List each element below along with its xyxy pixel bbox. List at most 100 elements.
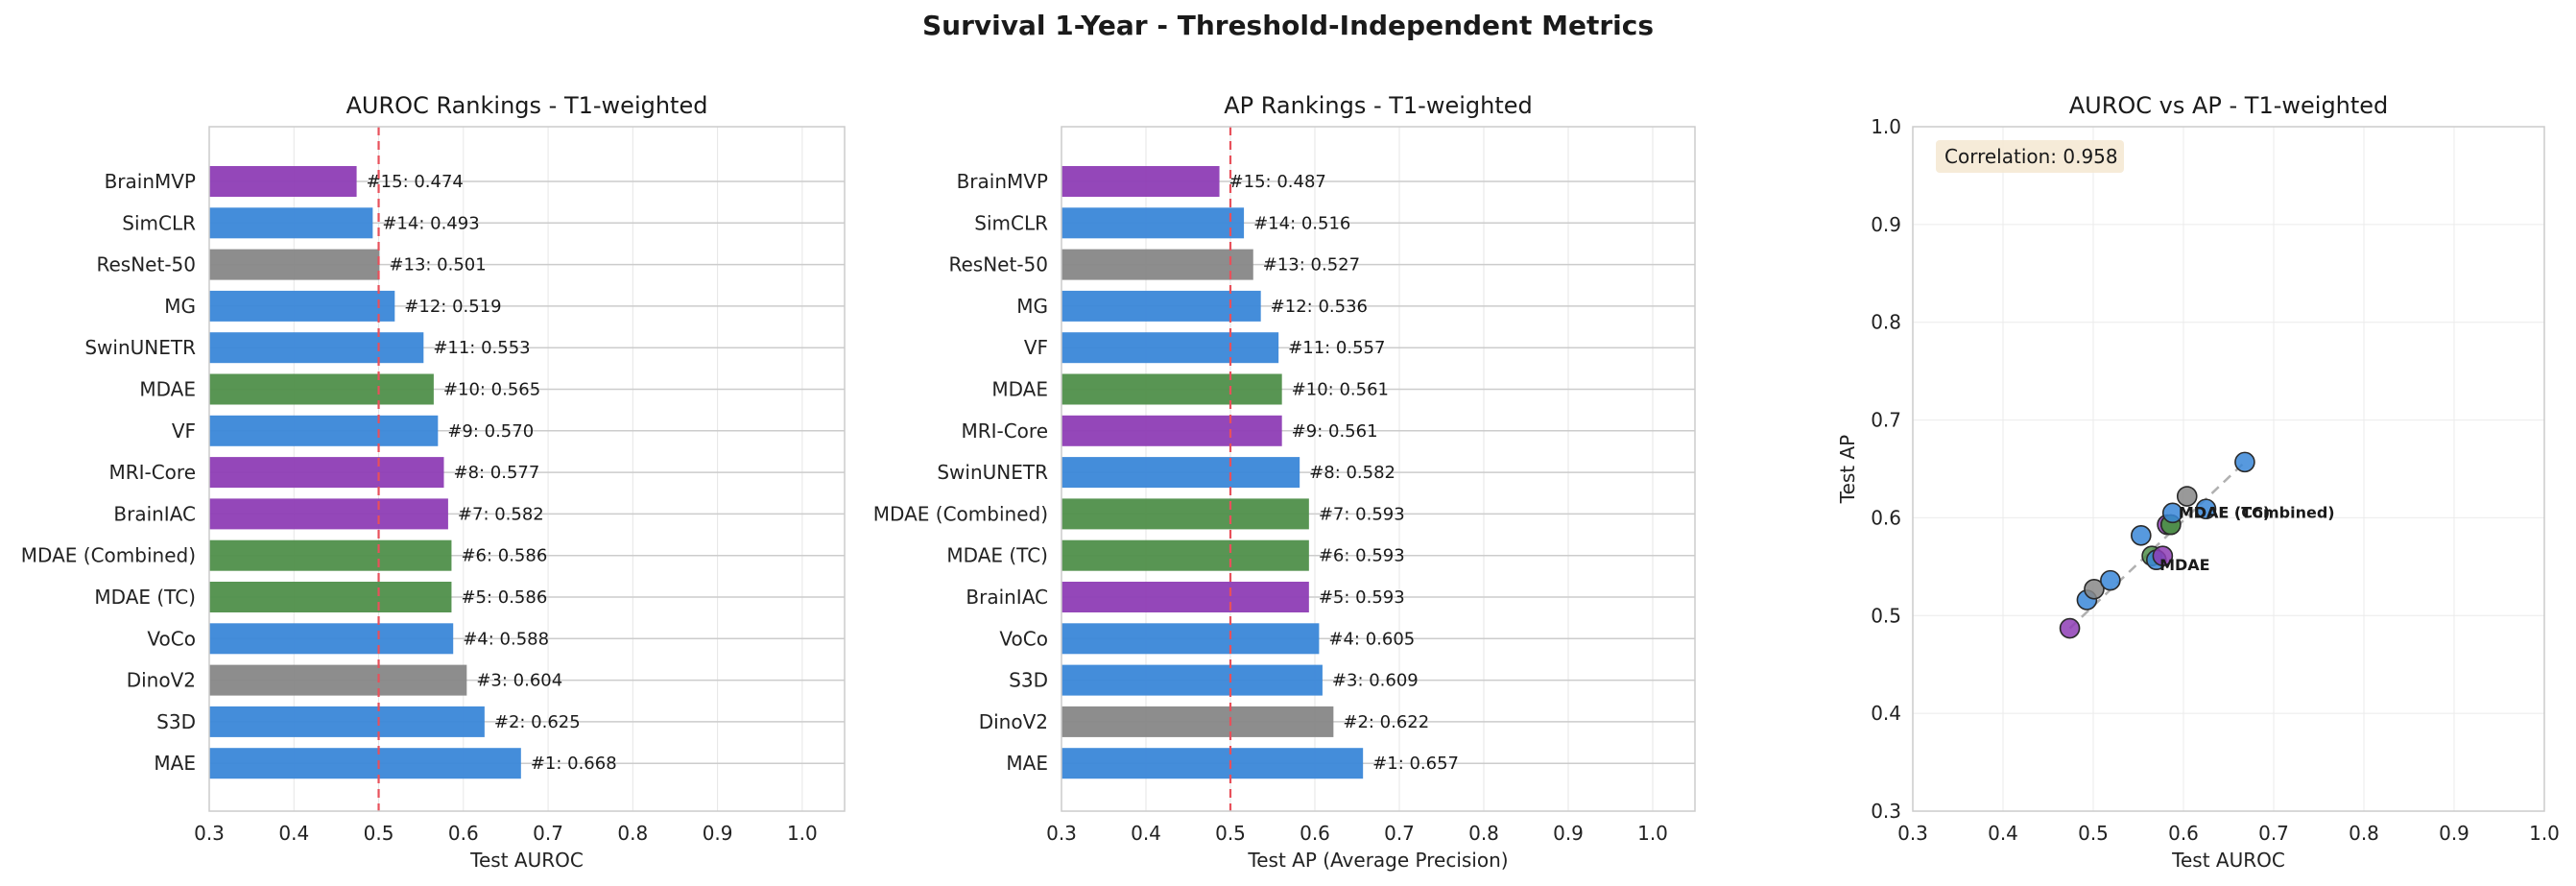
y-tick-label: SwinUNETR [84,336,196,359]
y-tick-label: ResNet-50 [97,253,197,276]
bar [1061,166,1220,197]
x-tick-label: 0.6 [448,822,479,845]
x-tick-label: 0.5 [364,822,394,845]
y-tick-label: VoCo [147,627,196,650]
bar-value-label: #6: 0.593 [1319,546,1405,566]
bar [1061,332,1279,364]
bar [1061,207,1245,239]
bar-value-label: #15: 0.487 [1229,172,1326,192]
x-tick-label: 0.8 [1468,822,1499,845]
y-tick-label: BrainMVP [105,170,196,193]
bar [1061,457,1300,489]
x-tick-label: 0.5 [1215,822,1246,845]
x-tick-label: 0.7 [533,822,563,845]
y-tick-label: S3D [156,710,196,733]
bar-value-label: #1: 0.657 [1372,754,1459,774]
y-tick-label: BrainMVP [957,170,1048,193]
bar-value-label: #13: 0.501 [389,255,486,275]
bar-value-label: #9: 0.570 [447,421,534,442]
y-tick-label: DinoV2 [979,710,1048,733]
y-tick-label: VoCo [999,627,1048,650]
x-axis-label: Test AUROC [469,849,584,872]
bar-value-label: #10: 0.561 [1292,380,1389,400]
y-tick-label: 0.9 [1871,213,1901,236]
x-tick-label: 0.3 [1046,822,1077,845]
y-tick-label: 0.8 [1871,311,1901,334]
bar-value-label: #11: 0.553 [433,338,530,358]
bar [1061,748,1364,779]
bar-value-label: #4: 0.605 [1328,629,1415,649]
bar [1061,706,1334,737]
y-tick-label: 0.5 [1871,604,1901,627]
scatter-point [2131,524,2152,546]
y-tick-label: 0.4 [1871,702,1901,725]
y-tick-label: BrainIAC [113,502,196,525]
bar-value-label: #6: 0.586 [461,546,547,566]
bar [209,623,454,655]
bar [1061,539,1309,571]
y-tick-label: 0.3 [1871,800,1901,823]
bar [209,373,434,405]
bar-value-label: #10: 0.565 [443,380,540,400]
bar [1061,498,1309,530]
bar [209,664,467,696]
x-tick-label: 0.3 [1897,822,1928,845]
bar-value-label: #3: 0.604 [476,671,562,691]
figure-title: Survival 1-Year - Threshold-Independent … [922,10,1654,41]
bar [1061,290,1261,322]
y-tick-label: MDAE (TC) [94,586,196,609]
point-annotation: MDAE [2159,556,2210,574]
bar [209,539,452,571]
scatter-point [2234,451,2255,473]
bar-value-label: #7: 0.593 [1319,504,1405,524]
x-axis-label: Test AUROC [2171,849,2285,872]
y-tick-label: MAE [1006,752,1048,775]
bar-value-label: #9: 0.561 [1292,421,1378,442]
bar [209,457,444,489]
bar [1061,373,1282,405]
point-annotation: MDAE (TC) [2179,504,2270,522]
bar-value-label: #12: 0.536 [1271,297,1368,317]
correlation-text: Correlation: 0.958 [1944,145,2118,168]
x-tick-label: 0.6 [1300,822,1330,845]
bar [209,498,448,530]
y-tick-label: ResNet-50 [949,253,1049,276]
plot-frame [1912,126,2545,812]
x-tick-label: 0.4 [278,822,309,845]
bar-value-label: #8: 0.582 [1309,463,1395,483]
panel-title: AUROC Rankings - T1-weighted [346,92,708,119]
correlation-box [1936,140,2124,173]
bar [209,290,395,322]
y-tick-label: MG [164,295,196,318]
y-tick-label: SimCLR [122,211,196,234]
y-axis-label: Test AP [1836,435,1859,504]
bar-value-label: #5: 0.586 [461,587,547,608]
scatter-point [2195,498,2217,520]
bar-value-label: #2: 0.622 [1343,712,1429,732]
y-tick-label: MDAE [991,378,1048,401]
trend-line [2068,461,2246,630]
y-tick-label: MRI-Core [961,419,1048,443]
bar [1061,415,1282,446]
bar-value-label: #12: 0.519 [404,297,501,317]
y-tick-label: MRI-Core [108,461,196,484]
x-tick-label: 1.0 [2529,822,2560,845]
scatter-point [2176,486,2198,507]
y-tick-label: SwinUNETR [937,461,1048,484]
y-tick-label: MDAE [139,378,196,401]
plot-frame [1061,126,1696,812]
auroc-vs-ap-scatter: MDAE (TC)MDAE (Combined) MDAE Correlation:… [1836,92,2560,872]
panel-title: AUROC vs AP - T1-weighted [2069,92,2389,119]
y-tick-label: VF [172,419,196,443]
y-tick-label: DinoV2 [127,669,196,692]
bar-value-label: #13: 0.527 [1263,255,1360,275]
bar [209,415,439,446]
x-axis-label: Test AP (Average Precision) [1247,849,1508,872]
bar [209,748,521,779]
bar-value-label: #8: 0.577 [453,463,539,483]
bar-value-label: #7: 0.582 [458,504,544,524]
x-tick-label: 0.8 [617,822,648,845]
bar [1061,249,1253,280]
x-tick-label: 0.9 [1553,822,1584,845]
y-tick-label: 0.6 [1871,506,1901,529]
